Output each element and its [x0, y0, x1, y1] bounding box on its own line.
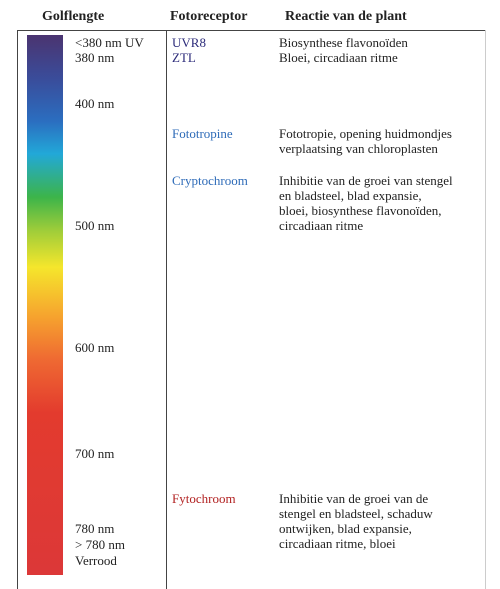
reaction-text: en bladsteel, blad expansie,	[279, 188, 422, 203]
reaction-text: bloei, biosynthese flavonoïden,	[279, 203, 442, 218]
receptor-name: Fytochroom	[172, 491, 236, 506]
wavelength-label: Verrood	[75, 553, 117, 568]
reaction-text: Fototropie, opening huidmondjes	[279, 126, 452, 141]
wavelength-label: 780 nm	[75, 521, 115, 536]
wavelength-label: 700 nm	[75, 446, 115, 461]
reaction-text: Bloei, circadiaan ritme	[279, 50, 398, 65]
receptor-name: Fototropine	[172, 126, 233, 141]
reaction-text: circadiaan ritme	[279, 218, 364, 233]
wavelength-label: <380 nm UV	[75, 35, 144, 50]
header-wavelength: Golflengte	[42, 9, 105, 24]
column-divider	[166, 30, 167, 589]
spectrum-bar	[27, 35, 63, 575]
header-receptor: Fotoreceptor	[170, 9, 248, 24]
reaction-text: verplaatsing van chloroplasten	[279, 141, 438, 156]
receptor-name: Cryptochroom	[172, 173, 248, 188]
wavelength-label: 380 nm	[75, 50, 115, 65]
reaction-text: Inhibitie van de groei van stengel	[279, 173, 453, 188]
receptor-name: ZTL	[172, 50, 196, 65]
reaction-text: stengel en bladsteel, schaduw	[279, 506, 433, 521]
receptor-name: UVR8	[172, 35, 206, 50]
wavelength-label: 400 nm	[75, 96, 115, 111]
header-reaction: Reactie van de plant	[285, 9, 407, 24]
reaction-text: circadiaan ritme, bloei	[279, 536, 396, 551]
reaction-text: Inhibitie van de groei van de	[279, 491, 429, 506]
wavelength-label: 500 nm	[75, 218, 115, 233]
left-border	[17, 30, 18, 589]
right-border	[485, 30, 486, 589]
header-rule	[17, 30, 485, 31]
reaction-text: ontwijken, blad expansie,	[279, 521, 412, 536]
reaction-text: Biosynthese flavonoïden	[279, 35, 408, 50]
wavelength-label: 600 nm	[75, 340, 115, 355]
wavelength-label: > 780 nm	[75, 537, 125, 552]
